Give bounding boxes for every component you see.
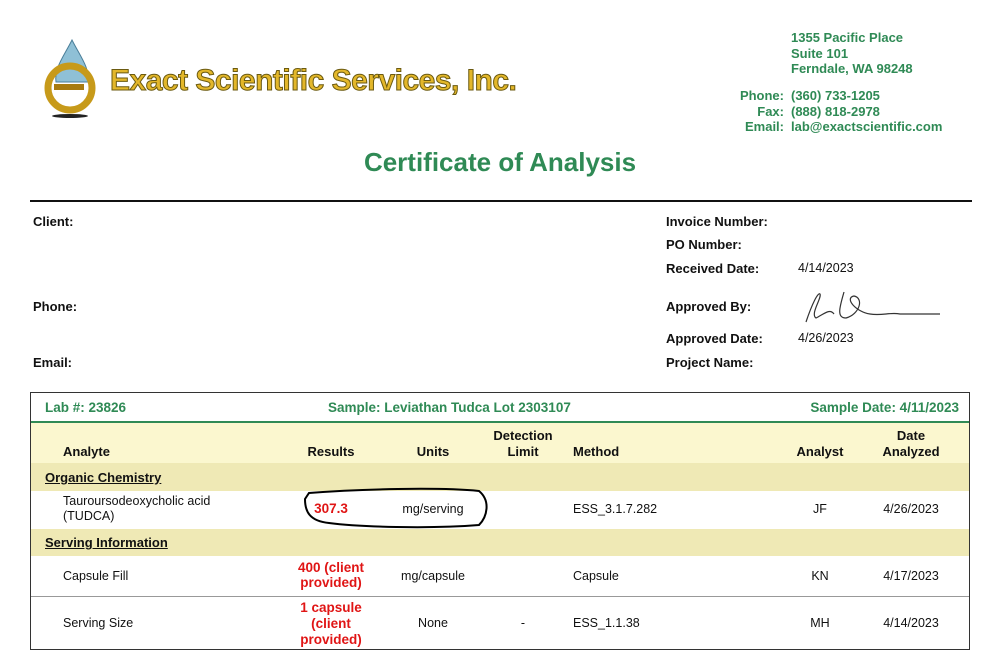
col-analyte: Analyte bbox=[63, 444, 110, 459]
results-table: Lab #: 23826 Sample: Leviathan Tudca Lot… bbox=[30, 392, 970, 650]
units: None bbox=[418, 616, 448, 630]
result: 400 (client provided) bbox=[297, 560, 365, 590]
analyst: JF bbox=[813, 502, 827, 516]
divider bbox=[30, 200, 972, 202]
method: ESS_3.1.7.282 bbox=[573, 502, 658, 516]
address-line: Ferndale, WA 98248 bbox=[791, 61, 913, 76]
page-title: Certificate of Analysis bbox=[363, 147, 637, 177]
section-title: Organic Chemistry bbox=[45, 470, 162, 485]
company-email[interactable]: lab@exactscientific.com bbox=[791, 119, 943, 134]
table-row: Capsule Fill 400 (client provided) mg/ca… bbox=[31, 556, 969, 597]
units: mg/capsule bbox=[401, 569, 465, 583]
fax-label: Fax: bbox=[757, 103, 784, 119]
analyte: Serving Size bbox=[63, 616, 134, 630]
company-logo-icon bbox=[44, 38, 96, 118]
address-line: Suite 101 bbox=[791, 45, 849, 61]
client-email-label: Email: bbox=[33, 355, 73, 370]
col-method: Method bbox=[573, 444, 620, 459]
po-label: PO Number: bbox=[666, 237, 742, 252]
phone-label: Phone: bbox=[739, 88, 784, 103]
approved-date: 4/26/2023 bbox=[798, 331, 854, 345]
contact-labels: Phone: Fax: Email: bbox=[700, 88, 784, 135]
table-row: Tauroursodeoxycholic acid (TUDCA) 307.3 … bbox=[31, 487, 969, 529]
company-name: Exact Scientific Services, Inc. bbox=[109, 64, 517, 98]
approved-by-label: Approved By: bbox=[666, 299, 752, 314]
table-header: Analyte Results Units Detection Limit Me… bbox=[31, 423, 969, 463]
method: Capsule bbox=[573, 569, 619, 583]
col-units: Units bbox=[416, 444, 450, 459]
detection-limit: - bbox=[520, 616, 526, 630]
section-title: Serving Information bbox=[45, 535, 168, 550]
company-phone: (360) 733-1205 bbox=[791, 88, 880, 103]
received-date: 4/14/2023 bbox=[798, 261, 854, 275]
analyte: Tauroursodeoxycholic acid (TUDCA) bbox=[63, 494, 211, 523]
col-date-analyzed: Date Analyzed bbox=[882, 428, 940, 459]
client-label: Client: bbox=[33, 214, 74, 229]
analyst: MH bbox=[810, 616, 830, 630]
analyst: KN bbox=[811, 569, 829, 583]
date-analyzed: 4/17/2023 bbox=[883, 569, 939, 583]
method: ESS_1.1.38 bbox=[573, 616, 640, 630]
company-fax: (888) 818-2978 bbox=[791, 103, 880, 119]
invoice-label: Invoice Number: bbox=[666, 214, 768, 229]
approved-date-label: Approved Date: bbox=[666, 331, 763, 346]
date-analyzed: 4/26/2023 bbox=[883, 502, 939, 516]
client-phone-label: Phone: bbox=[33, 299, 78, 314]
address-line: 1355 Pacific Place bbox=[791, 30, 904, 45]
signature-icon bbox=[805, 291, 940, 323]
sample-row: Lab #: 23826 Sample: Leviathan Tudca Lot… bbox=[31, 393, 969, 423]
received-label: Received Date: bbox=[666, 261, 760, 276]
result: 1 capsule (client provided) bbox=[300, 600, 362, 647]
sample-name: Sample: Leviathan Tudca Lot 2303107 bbox=[328, 400, 571, 415]
sample-date: Sample Date: 4/11/2023 bbox=[810, 400, 959, 415]
result: 307.3 bbox=[314, 501, 348, 516]
units: mg/serving bbox=[402, 502, 464, 516]
hand-drawn-circle-icon bbox=[303, 487, 488, 529]
project-label: Project Name: bbox=[666, 355, 754, 370]
table-row: Serving Size 1 capsule (client provided)… bbox=[31, 597, 969, 649]
email-label: Email: bbox=[744, 119, 784, 134]
contact-values: (360) 733-1205 (888) 818-2978 lab@exacts… bbox=[791, 88, 942, 135]
company-address: 1355 Pacific Place Suite 101 Ferndale, W… bbox=[791, 30, 913, 77]
analyte: Capsule Fill bbox=[63, 569, 129, 583]
date-analyzed: 4/14/2023 bbox=[883, 616, 939, 630]
col-results: Results bbox=[307, 444, 355, 459]
section-organic-chemistry: Organic Chemistry bbox=[31, 463, 969, 491]
col-detection-limit: Detection Limit bbox=[493, 428, 553, 459]
lab-number: Lab #: 23826 bbox=[45, 400, 127, 415]
section-serving-information: Serving Information bbox=[31, 529, 969, 556]
col-analyst: Analyst bbox=[796, 444, 844, 459]
